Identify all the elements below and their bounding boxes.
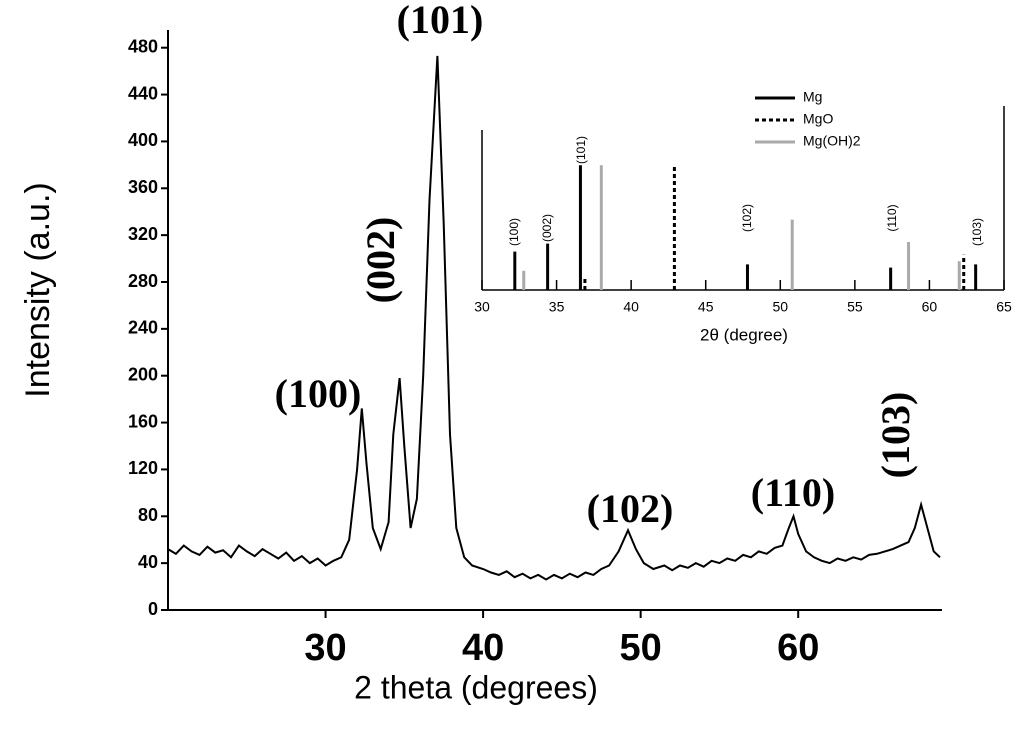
inset-x-tick-label: 40 [623,299,639,315]
legend-label: MgO [803,111,833,127]
inset-peak-label: (002) [540,214,554,242]
peak-label: (100) [275,371,362,416]
inset-peak-label: (100) [507,218,521,246]
peak-label: (110) [751,470,835,515]
inset-peak-label: (103) [970,218,984,246]
y-tick-label: 480 [128,36,158,56]
peak-label: (002) [358,217,403,304]
x-tick-label: 30 [304,627,346,669]
legend-label: Mg(OH)2 [803,133,861,149]
inset-peak-label: (101) [574,136,588,164]
y-axis-label: Intensity (a.u.) [19,182,57,397]
x-tick-label: 40 [462,627,504,669]
inset-x-tick-label: 65 [996,299,1012,315]
peak-label: (103) [873,392,918,479]
y-tick-label: 160 [128,411,158,431]
y-tick-label: 120 [128,458,158,478]
inset-x-tick-label: 60 [922,299,938,315]
peak-label: (102) [587,486,674,531]
y-tick-label: 40 [138,552,158,572]
y-tick-label: 200 [128,364,158,384]
inset-x-tick-label: 35 [549,299,565,315]
inset-x-tick-label: 50 [772,299,788,315]
y-tick-label: 0 [148,599,158,619]
inset-x-tick-label: 45 [698,299,714,315]
data-line [167,55,941,581]
inset-peak-label: (102) [740,204,754,232]
x-tick-label: 60 [777,627,819,669]
x-tick-label: 50 [620,627,662,669]
y-tick-label: 400 [128,130,158,150]
y-tick-label: 80 [138,505,158,525]
inset-x-tick-label: 55 [847,299,863,315]
y-tick-label: 360 [128,177,158,197]
inset-x-tick-label: 30 [474,299,490,315]
y-tick-label: 320 [128,224,158,244]
x-axis-label: 2 theta (degrees) [354,669,598,705]
y-tick-label: 240 [128,318,158,338]
peak-label: (101) [397,0,484,42]
legend-label: Mg [803,89,822,105]
y-tick-label: 280 [128,271,158,291]
y-tick-label: 440 [128,83,158,103]
inset-x-axis-label: 2θ (degree) [700,325,788,344]
inset-peak-label: (110) [885,204,899,231]
